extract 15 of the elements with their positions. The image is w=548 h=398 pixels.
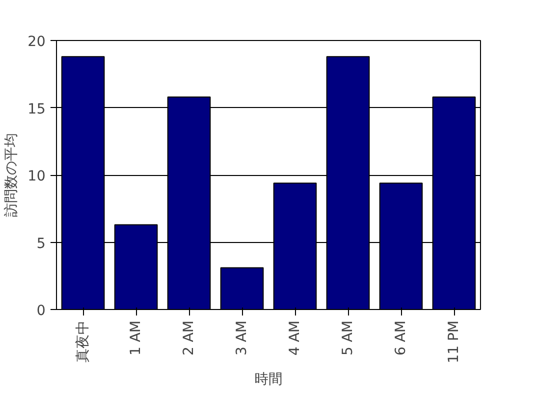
x-tick-label: 真夜中 [75,320,91,362]
y-tick-label: 10 [28,168,46,184]
x-tick-label: 1 AM [128,320,144,356]
x-tick-label: 3 AM [234,320,250,356]
y-axis-title: 訪問数の平均 [4,133,20,217]
x-tick-label: 2 AM [181,320,197,356]
y-tick-label: 20 [28,34,46,50]
x-tick-label: 11 PM [446,320,462,364]
x-axis-title: 時間 [254,371,282,388]
y-tick-label: 15 [28,101,46,118]
x-tick-label: 6 AM [393,320,409,356]
y-tick-label: 5 [36,236,46,252]
x-tick-label: 4 AM [287,320,303,356]
x-tick-label: 5 AM [340,320,356,356]
y-tick-label: 0 [36,303,46,319]
